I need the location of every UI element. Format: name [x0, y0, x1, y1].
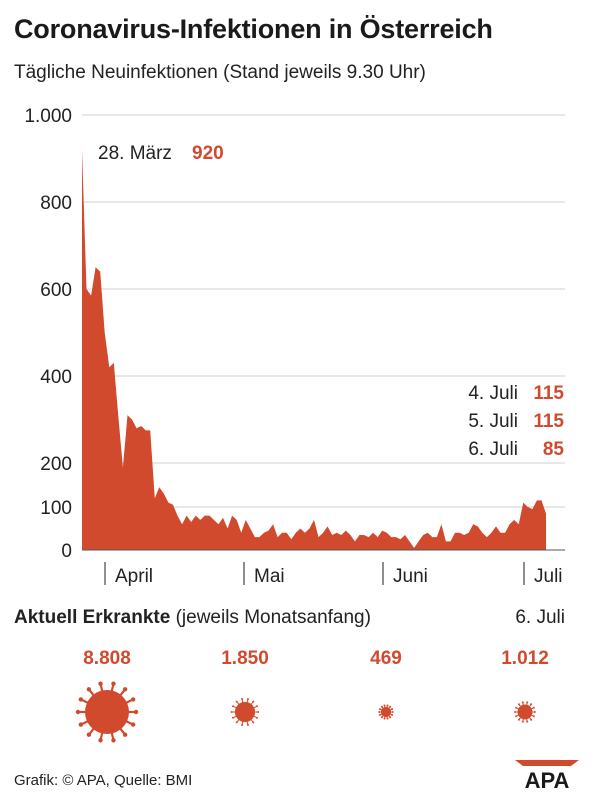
virus-spike-tip — [532, 715, 535, 718]
y-tick-label: 400 — [40, 367, 72, 388]
virus-spike-tip — [130, 722, 136, 727]
virus-spike-tip — [383, 717, 386, 720]
virus-spike-tip — [78, 722, 84, 727]
virus-spike-tip — [235, 700, 238, 703]
area-chart: 0 100 200 400 600 800 1.000 April Mai Juni Juli 28.… — [24, 106, 565, 587]
virus-spike-tip — [255, 705, 258, 708]
virus-spike-tip — [241, 698, 244, 701]
virus-spike-tip — [111, 681, 116, 686]
virus-spike-tip — [514, 711, 517, 713]
virus-spike-tip — [391, 713, 394, 716]
apa-logo: APA — [515, 760, 579, 790]
annotation-label: 28. März — [98, 143, 172, 164]
annotation-value: 920 — [192, 143, 224, 164]
y-tick-label: 1.000 — [24, 106, 72, 127]
virus-spike-tip — [122, 732, 128, 737]
virus-body — [234, 701, 256, 723]
virus-spike-tip — [235, 721, 238, 724]
virus-spike-tip — [111, 738, 116, 743]
active-cases-heading: Aktuell Erkrankte (jeweils Monatsanfang) — [14, 607, 371, 629]
active-cases-title: Aktuell Erkrankte — [14, 607, 171, 628]
virus-body — [380, 706, 392, 718]
svg-text:APA: APA — [525, 768, 570, 790]
virus-spike-tip — [517, 718, 520, 721]
virus-body — [517, 704, 533, 720]
annotation-value: 115 — [533, 383, 564, 404]
active-cases-last-date: 6. Juli — [515, 607, 565, 628]
series-area — [82, 149, 546, 551]
virus-spike-tip — [515, 706, 518, 709]
x-tick-label: Juli — [534, 566, 563, 587]
active-cases-mai: 1.850 — [221, 648, 269, 669]
x-tick-label: Juni — [393, 566, 428, 587]
chart-title: Coronavirus-Infektionen in Österreich — [14, 14, 493, 44]
x-tick-label: Mai — [254, 566, 285, 587]
annotation-label: 6. Juli — [468, 439, 518, 460]
virus-spike-tip — [383, 704, 386, 707]
virus-spike-tip — [521, 720, 524, 723]
virus-spike-tip — [391, 711, 394, 713]
y-tick-label: 100 — [40, 498, 72, 519]
virus-spike-tip — [241, 723, 244, 726]
virus-spike-tip — [389, 716, 392, 719]
virus-spike-tip — [252, 700, 255, 703]
active-cases-april: 8.808 — [83, 648, 131, 669]
annotation-label: 5. Juli — [468, 411, 518, 432]
virus-spike-tip — [86, 687, 92, 692]
y-tick-label: 800 — [40, 193, 72, 214]
virus-spike-tip — [232, 716, 235, 719]
annotation-value: 115 — [533, 411, 564, 432]
virus-spike-tip — [230, 710, 233, 714]
virus-spike-tip — [98, 738, 103, 743]
virus-icon-juni — [378, 704, 394, 720]
virus-spike-tip — [232, 705, 235, 708]
virus-spike-tip — [533, 711, 536, 713]
virus-spike-tip — [378, 711, 381, 713]
virus-spike-tip — [78, 697, 84, 702]
virus-spike-tip — [530, 718, 533, 721]
virus-spike-tip — [130, 697, 136, 702]
virus-spike-tip — [75, 709, 81, 715]
virus-spike-tip — [246, 723, 249, 726]
virus-spike-tip — [257, 710, 260, 714]
y-tick-label: 0 — [61, 541, 72, 562]
virus-icon-april — [75, 681, 139, 743]
virus-spike-tip — [521, 701, 524, 704]
virus-spike-tip — [378, 713, 381, 716]
virus-body — [85, 690, 129, 734]
virus-icon-mai — [230, 698, 260, 726]
virus-spike-tip — [98, 681, 103, 686]
annotation-label: 4. Juli — [468, 383, 518, 404]
virus-spike-tip — [380, 716, 383, 719]
source-credit: Grafik: © APA, Quelle: BMI — [14, 772, 193, 789]
virus-spike-tip — [86, 732, 92, 737]
virus-spike-tip — [252, 721, 255, 724]
virus-spike-tip — [246, 698, 249, 701]
virus-spike-tip — [122, 687, 128, 692]
virus-spike-tip — [133, 709, 139, 715]
annotation-value: 85 — [543, 439, 565, 460]
y-tick-label: 600 — [40, 280, 72, 301]
virus-spike-tip — [532, 706, 535, 709]
x-tick-label: April — [115, 566, 153, 587]
virus-icon-juli — [514, 701, 536, 723]
virus-spike-tip — [389, 705, 392, 708]
virus-spike-tip — [391, 708, 394, 711]
virus-spike-tip — [255, 716, 258, 719]
active-cases-juli: 1.012 — [501, 648, 549, 669]
active-cases-juni: 469 — [370, 648, 402, 669]
virus-spike-tip — [378, 708, 381, 711]
virus-spike-tip — [386, 704, 389, 707]
active-cases-note: (jeweils Monatsanfang) — [175, 607, 371, 628]
virus-spike-tip — [515, 715, 518, 718]
virus-spike-tip — [386, 717, 389, 720]
y-tick-label: 200 — [40, 454, 72, 475]
virus-spike-tip — [526, 701, 529, 704]
virus-spike-tip — [380, 705, 383, 708]
chart-subtitle: Tägliche Neuinfektionen (Stand jeweils 9… — [14, 62, 426, 83]
virus-spike-tip — [526, 720, 529, 723]
virus-spike-tip — [530, 703, 533, 706]
virus-spike-tip — [517, 703, 520, 706]
